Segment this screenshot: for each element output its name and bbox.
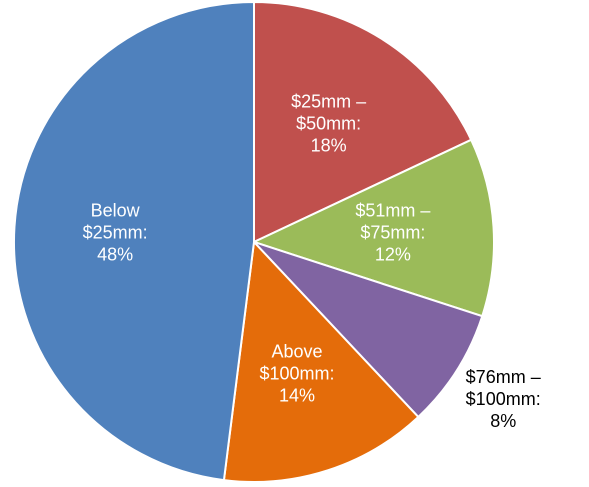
pie-slice-76mm-100mm-8	[253, 241, 484, 419]
pie-data-label: Above $100mm: 14%	[259, 341, 334, 405]
pie-data-label-line: 8%	[490, 411, 516, 431]
pie-data-label-line: $76mm –	[466, 367, 541, 387]
pie-data-label-line: 14%	[279, 385, 315, 405]
pie-data-label-line: 48%	[97, 244, 133, 264]
pie-data-label-line: Above	[271, 341, 322, 361]
pie-data-label-line: $50mm:	[296, 113, 361, 133]
pie-data-label-line: 18%	[311, 135, 347, 155]
pie-data-label-line: $100mm:	[259, 363, 334, 383]
pie-data-label-line: Below	[91, 200, 141, 220]
pie-data-label: $25mm – $50mm: 18%	[291, 91, 366, 155]
pie-data-label: $51mm – $75mm: 12%	[355, 200, 430, 264]
pie-slice-above-100mm-14	[222, 239, 420, 483]
pie-data-label-line: 12%	[375, 244, 411, 264]
pie-data-label: Below $25mm: 48%	[83, 200, 148, 264]
pie-data-label: $76mm – $100mm: 8%	[466, 367, 541, 431]
pie-data-label-line: $25mm:	[83, 222, 148, 242]
pie-slice-51mm-75mm-12	[251, 138, 495, 318]
pie-slice-below-25mm-48	[13, 0, 255, 482]
pie-data-label-line: $25mm –	[291, 91, 366, 111]
pie-slice-25mm-50mm-18	[253, 0, 473, 244]
pie-data-label-line: $75mm:	[360, 222, 425, 242]
pie-data-label-line: $51mm –	[355, 200, 430, 220]
pie-data-label-line: $100mm:	[466, 389, 541, 409]
